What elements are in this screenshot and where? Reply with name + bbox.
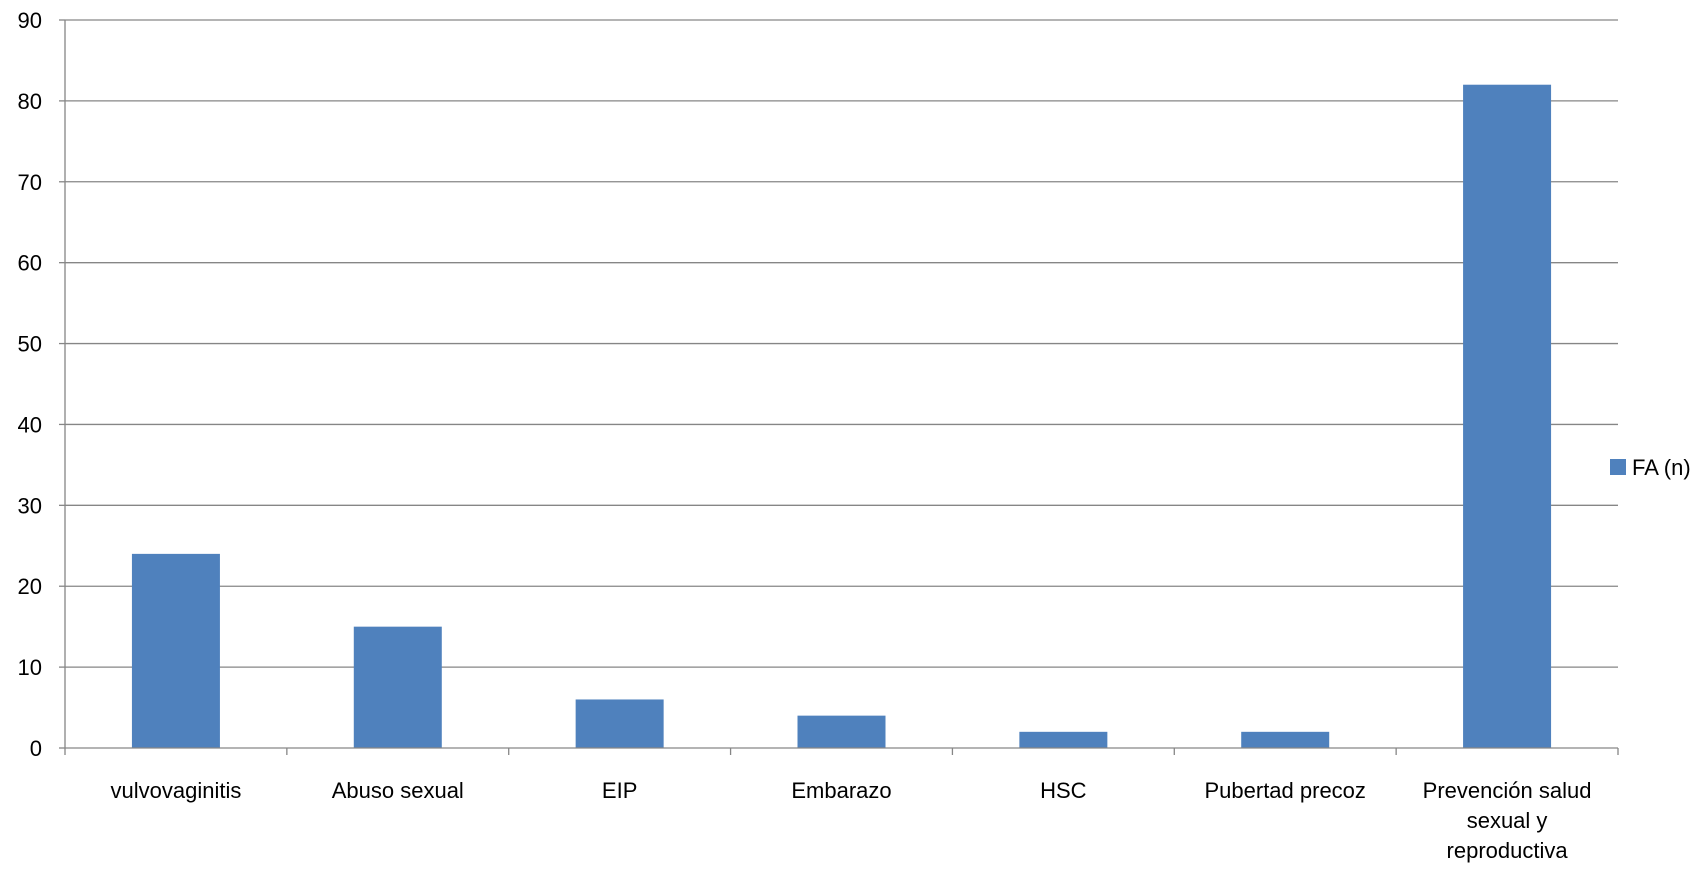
x-tick-label: Prevención salud sexual y reproductiva — [1423, 778, 1592, 863]
x-tick-label: Abuso sexual — [332, 778, 464, 803]
y-tick-label: 90 — [18, 8, 42, 33]
x-tick-label-line: Prevención salud — [1423, 778, 1592, 803]
x-tick-label: Pubertad precoz — [1204, 778, 1365, 803]
x-tick-label-line: vulvovaginitis — [111, 778, 242, 803]
x-tick-label: Embarazo — [791, 778, 891, 803]
legend-swatch — [1610, 459, 1626, 475]
y-tick-label: 30 — [18, 493, 42, 518]
y-tick-label: 80 — [18, 89, 42, 114]
bar — [1241, 731, 1330, 748]
y-tick-label: 0 — [30, 736, 42, 761]
x-tick-label-line: Abuso sexual — [332, 778, 464, 803]
y-tick-label: 20 — [18, 574, 42, 599]
x-tick-label-line: HSC — [1040, 778, 1087, 803]
x-tick-label-line: sexual y — [1467, 808, 1548, 833]
x-tick-label-line: reproductiva — [1447, 838, 1569, 863]
bar — [797, 715, 886, 748]
gridlines — [65, 19, 1618, 668]
x-tick-label-line: EIP — [602, 778, 637, 803]
x-tick-label: EIP — [602, 778, 637, 803]
x-tick-label-line: Embarazo — [791, 778, 891, 803]
y-tick-label: 40 — [18, 412, 42, 437]
legend: FA (n) — [1610, 455, 1691, 480]
x-tick-label: HSC — [1040, 778, 1087, 803]
x-tick-label: vulvovaginitis — [111, 778, 242, 803]
bars-group — [131, 84, 1552, 748]
legend-label: FA (n) — [1632, 455, 1691, 480]
y-tick-label: 10 — [18, 655, 42, 680]
y-tick-label: 70 — [18, 170, 42, 195]
bar — [131, 553, 220, 748]
x-tick-label-line: Pubertad precoz — [1204, 778, 1365, 803]
bar — [1019, 731, 1108, 748]
y-tick-label: 60 — [18, 251, 42, 276]
bar — [575, 699, 664, 748]
bar — [1463, 84, 1552, 748]
y-tick-label: 50 — [18, 332, 42, 357]
x-tick-labels: vulvovaginitis Abuso sexual EIP Embarazo HSC… — [111, 778, 1592, 863]
y-tick-labels: 0 10 20 30 40 50 60 70 80 90 — [18, 8, 42, 761]
bar — [353, 626, 442, 748]
axes — [59, 19, 1619, 755]
